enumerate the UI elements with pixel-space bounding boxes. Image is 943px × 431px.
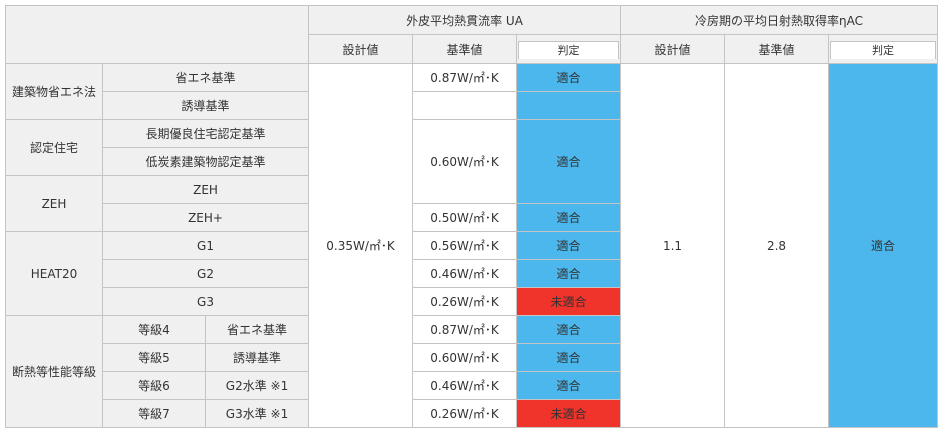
ua-judgement-header: 判定 xyxy=(516,34,622,64)
criterion-label: G1 xyxy=(101,231,310,260)
ua-design-header: 設計値 xyxy=(308,34,414,64)
grade-label: 等級5 xyxy=(102,343,206,372)
category-energy-law: 建築物省エネ法 xyxy=(5,63,103,120)
nac-standard-value: 2.8 xyxy=(724,63,830,428)
criterion-label: G2 xyxy=(101,259,310,288)
ua-design-value: 0.35W/㎡･K xyxy=(308,63,414,428)
ua-standard-value: 0.60W/㎡･K xyxy=(412,119,518,204)
criterion-label: G3水準 ※1 xyxy=(204,399,310,428)
ua-judgement-badge: 適合 xyxy=(516,63,622,92)
nac-judgement-badge: 適合 xyxy=(828,63,939,428)
ua-judgement-badge: 適合 xyxy=(516,343,622,372)
grade-label: 等級6 xyxy=(102,371,206,400)
category-zeh: ZEH xyxy=(5,175,103,232)
ua-judgement-badge: 適合 xyxy=(516,315,622,344)
ua-standard-value: 0.50W/㎡･K xyxy=(412,203,518,232)
energy-performance-table: 外皮平均熱貫流率 UA 冷房期の平均日射熱取得率ηAC 設計値 基準値 判定 設… xyxy=(4,5,939,428)
ua-standard-value: 0.46W/㎡･K xyxy=(412,259,518,288)
ua-standard-value: 0.56W/㎡･K xyxy=(412,231,518,260)
criterion-label: 低炭素建築物認定基準 xyxy=(101,147,310,176)
criterion-label: ZEH xyxy=(101,175,310,204)
ua-judgement-badge: 適合 xyxy=(516,231,622,260)
criterion-label: G3 xyxy=(101,287,310,316)
category-heat20: HEAT20 xyxy=(5,231,103,316)
grade-label: 等級4 xyxy=(102,315,206,344)
ua-judgement-badge-fail: 未適合 xyxy=(516,399,622,428)
criterion-label: 誘導基準 xyxy=(101,91,310,120)
ua-judgement-badge: 適合 xyxy=(516,371,622,400)
ua-standard-value: 0.87W/㎡･K xyxy=(412,315,518,344)
ua-judgement-badge-empty xyxy=(516,91,622,120)
criterion-label: G2水準 ※1 xyxy=(204,371,310,400)
ua-standard-value: 0.87W/㎡･K xyxy=(412,63,518,92)
ua-judgement-badge: 適合 xyxy=(516,203,622,232)
ua-standard-value-empty xyxy=(412,91,518,120)
ua-standard-header: 基準値 xyxy=(412,34,518,64)
corner-header-cell xyxy=(4,5,310,64)
criterion-label: ZEH+ xyxy=(101,203,310,232)
ua-standard-value: 0.26W/㎡･K xyxy=(412,287,518,316)
category-insulation-grade: 断熱等性能等級 xyxy=(5,315,103,428)
nac-design-header: 設計値 xyxy=(620,34,726,64)
nac-judgement-label: 判定 xyxy=(830,41,937,59)
criterion-label: 省エネ基準 xyxy=(204,315,310,344)
ua-judgement-label: 判定 xyxy=(518,41,620,59)
ua-standard-value: 0.60W/㎡･K xyxy=(412,343,518,372)
ua-judgement-badge: 適合 xyxy=(516,259,622,288)
ua-judgement-badge: 適合 xyxy=(516,119,622,204)
ua-standard-value: 0.26W/㎡･K xyxy=(412,399,518,428)
criterion-label: 誘導基準 xyxy=(204,343,310,372)
nac-design-value: 1.1 xyxy=(620,63,726,428)
ua-standard-value: 0.46W/㎡･K xyxy=(412,371,518,400)
nac-header: 冷房期の平均日射熱取得率ηAC xyxy=(620,5,939,35)
ua-judgement-badge-fail: 未適合 xyxy=(516,287,622,316)
nac-standard-header: 基準値 xyxy=(724,34,830,64)
criterion-label: 長期優良住宅認定基準 xyxy=(101,119,310,148)
grade-label: 等級7 xyxy=(102,399,206,428)
category-certified-house: 認定住宅 xyxy=(5,119,103,176)
ua-header: 外皮平均熱貫流率 UA xyxy=(308,5,622,35)
criterion-label: 省エネ基準 xyxy=(101,63,310,92)
nac-judgement-header: 判定 xyxy=(828,34,939,64)
